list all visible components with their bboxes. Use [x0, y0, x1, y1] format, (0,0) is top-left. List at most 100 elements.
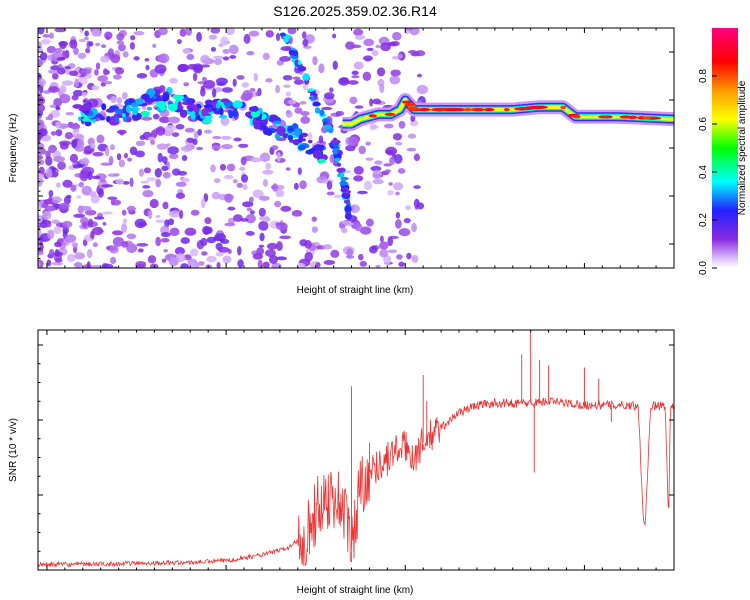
noise-speckle [77, 138, 85, 149]
noise-speckle [99, 179, 107, 183]
noise-speckle [169, 227, 180, 237]
noise-speckle [236, 182, 244, 188]
colorbar-tick-label: 0.4 [698, 165, 709, 179]
band-blob [126, 116, 132, 123]
noise-speckle [266, 242, 278, 250]
noise-speckle [149, 198, 159, 209]
noise-speckle [276, 222, 288, 231]
noise-speckle [282, 84, 291, 88]
noise-speckle [158, 28, 168, 36]
noise-speckle [121, 241, 129, 248]
noise-speckle [48, 190, 54, 198]
noise-speckle [38, 59, 44, 67]
noise-speckle [58, 202, 70, 210]
noise-speckle [311, 226, 319, 233]
noise-speckle [129, 177, 134, 188]
noise-speckle [196, 32, 202, 42]
noise-speckle [171, 168, 181, 176]
noise-speckle [38, 28, 45, 35]
noise-speckle [212, 55, 224, 60]
band-blob [95, 113, 103, 119]
noise-speckle [64, 66, 71, 70]
noise-speckle [398, 120, 406, 129]
noise-speckle [407, 133, 417, 139]
noise-speckle [383, 123, 394, 129]
noise-speckle [299, 180, 307, 190]
noise-speckle [387, 249, 398, 254]
noise-speckle [133, 56, 140, 61]
noise-speckle [38, 178, 42, 187]
band-blob [146, 88, 156, 97]
noise-speckle [160, 232, 171, 238]
noise-speckle [55, 121, 61, 129]
noise-speckle [152, 43, 157, 49]
noise-speckle [265, 162, 271, 170]
noise-speckle [156, 143, 169, 150]
noise-speckle [80, 69, 92, 75]
noise-speckle [114, 67, 125, 75]
noise-speckle [246, 207, 253, 212]
noise-speckle [110, 96, 117, 104]
noise-speckle [130, 35, 136, 41]
band-blob [179, 109, 188, 118]
noise-speckle [97, 188, 104, 198]
noise-speckle [211, 191, 221, 200]
tone-core [407, 106, 419, 110]
noise-speckle [187, 261, 198, 268]
noise-speckle [168, 116, 181, 124]
falling-track-blob [344, 205, 352, 213]
noise-speckle [280, 46, 292, 51]
noise-speckle [73, 262, 83, 268]
noise-speckle [162, 171, 171, 179]
noise-speckle [265, 78, 273, 83]
noise-speckle [92, 151, 104, 157]
noise-speckle [70, 184, 77, 192]
noise-speckle [292, 76, 301, 80]
noise-speckle [220, 36, 229, 47]
noise-speckle [395, 141, 403, 146]
noise-speckle [359, 226, 372, 235]
noise-speckle [273, 200, 282, 208]
noise-speckle [138, 168, 145, 177]
noise-speckle [262, 261, 270, 268]
noise-speckle [395, 211, 401, 219]
noise-speckle [137, 248, 144, 253]
noise-speckle [147, 255, 157, 264]
noise-speckle [228, 44, 239, 55]
noise-speckle [88, 41, 94, 47]
noise-speckle [351, 70, 359, 76]
noise-speckle [86, 248, 93, 259]
noise-speckle [265, 249, 276, 258]
noise-speckle [375, 264, 381, 268]
noise-speckle [86, 211, 97, 215]
noise-speckle [38, 214, 43, 224]
noise-speckle [47, 229, 55, 240]
noise-speckle [38, 103, 46, 113]
noise-speckle [226, 163, 236, 172]
noise-speckle [222, 48, 230, 54]
noise-speckle [136, 242, 149, 247]
noise-speckle [56, 56, 66, 61]
band-blob [301, 138, 306, 142]
noise-speckle [48, 144, 57, 154]
noise-speckle [38, 224, 41, 230]
noise-speckle [100, 162, 113, 166]
noise-speckle [299, 101, 307, 105]
noise-speckle [203, 129, 212, 134]
noise-speckle [282, 74, 293, 81]
noise-speckle [329, 87, 334, 93]
falling-track-blob [302, 73, 310, 81]
snr-line [38, 397, 674, 569]
colorbar-ticks: 0.0 0.2 0.4 0.6 0.8 [698, 69, 717, 275]
noise-speckle [136, 73, 148, 79]
band-blob [294, 128, 302, 136]
noise-speckle [38, 119, 44, 129]
noise-speckle [213, 58, 223, 65]
colorbar-tick-label: 0.0 [698, 261, 709, 275]
falling-track-blob [312, 101, 321, 107]
noise-speckle [154, 64, 167, 74]
noise-speckle [219, 163, 227, 171]
noise-speckle [208, 34, 218, 40]
noise-speckle [183, 82, 190, 87]
noise-speckle [220, 135, 232, 140]
